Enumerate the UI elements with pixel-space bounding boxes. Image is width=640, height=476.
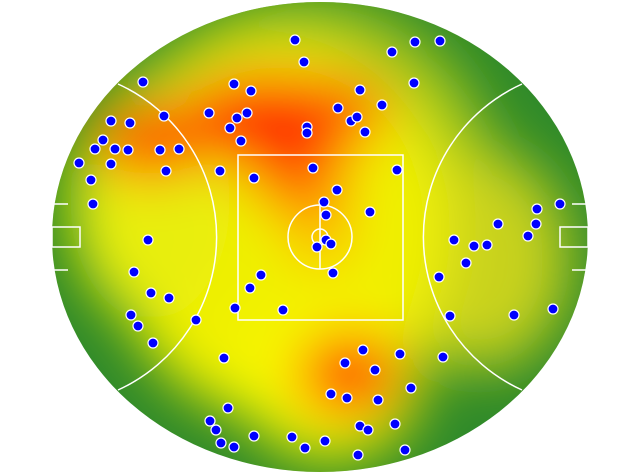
point [331, 184, 343, 196]
point [147, 337, 159, 349]
point [376, 99, 388, 111]
point [320, 209, 332, 221]
point [244, 282, 256, 294]
point [163, 292, 175, 304]
point [145, 287, 157, 299]
point [210, 424, 222, 436]
point [132, 320, 144, 332]
point [319, 435, 331, 447]
point [286, 431, 298, 443]
point [372, 394, 384, 406]
point [354, 84, 366, 96]
point [215, 437, 227, 449]
point [125, 309, 137, 321]
point [235, 135, 247, 147]
point [391, 164, 403, 176]
point [128, 266, 140, 278]
point [394, 348, 406, 360]
point [409, 36, 421, 48]
point [359, 126, 371, 138]
point [137, 76, 149, 88]
point [547, 303, 559, 315]
point [369, 364, 381, 376]
point [105, 158, 117, 170]
point [173, 143, 185, 155]
point [444, 310, 456, 322]
point [433, 271, 445, 283]
point [87, 198, 99, 210]
point [229, 302, 241, 314]
point [325, 388, 337, 400]
point [318, 196, 330, 208]
point [522, 230, 534, 242]
point [214, 165, 226, 177]
points [73, 34, 566, 461]
point [327, 267, 339, 279]
point [339, 357, 351, 369]
point [97, 134, 109, 146]
point [277, 304, 289, 316]
heatmap [52, 2, 588, 472]
point [434, 35, 446, 47]
point [386, 46, 398, 58]
point [389, 418, 401, 430]
point [298, 56, 310, 68]
point [241, 107, 253, 119]
point [122, 144, 134, 156]
point [307, 162, 319, 174]
point [299, 442, 311, 454]
point [255, 269, 267, 281]
point [222, 402, 234, 414]
point [248, 172, 260, 184]
point [248, 430, 260, 442]
point [437, 351, 449, 363]
point [85, 174, 97, 186]
point [158, 110, 170, 122]
point [332, 102, 344, 114]
point [554, 198, 566, 210]
point [468, 240, 480, 252]
point [408, 77, 420, 89]
point [531, 203, 543, 215]
point [530, 218, 542, 230]
point [245, 85, 257, 97]
point [448, 234, 460, 246]
point [124, 117, 136, 129]
point [231, 112, 243, 124]
point [204, 415, 216, 427]
point [492, 218, 504, 230]
point [203, 107, 215, 119]
point [301, 127, 313, 139]
point [311, 241, 323, 253]
point [399, 444, 411, 456]
point [73, 157, 85, 169]
point [154, 144, 166, 156]
point [218, 352, 230, 364]
point [224, 122, 236, 134]
point [160, 165, 172, 177]
point [364, 206, 376, 218]
point [481, 239, 493, 251]
point [341, 392, 353, 404]
point [89, 143, 101, 155]
point [289, 34, 301, 46]
point [142, 234, 154, 246]
point [351, 111, 363, 123]
point [109, 143, 121, 155]
point [228, 78, 240, 90]
point [105, 115, 117, 127]
point [405, 382, 417, 394]
point [228, 441, 240, 453]
point [362, 424, 374, 436]
point [460, 257, 472, 269]
point [508, 309, 520, 321]
point [190, 314, 202, 326]
point [325, 238, 337, 250]
point [357, 344, 369, 356]
point [352, 449, 364, 461]
